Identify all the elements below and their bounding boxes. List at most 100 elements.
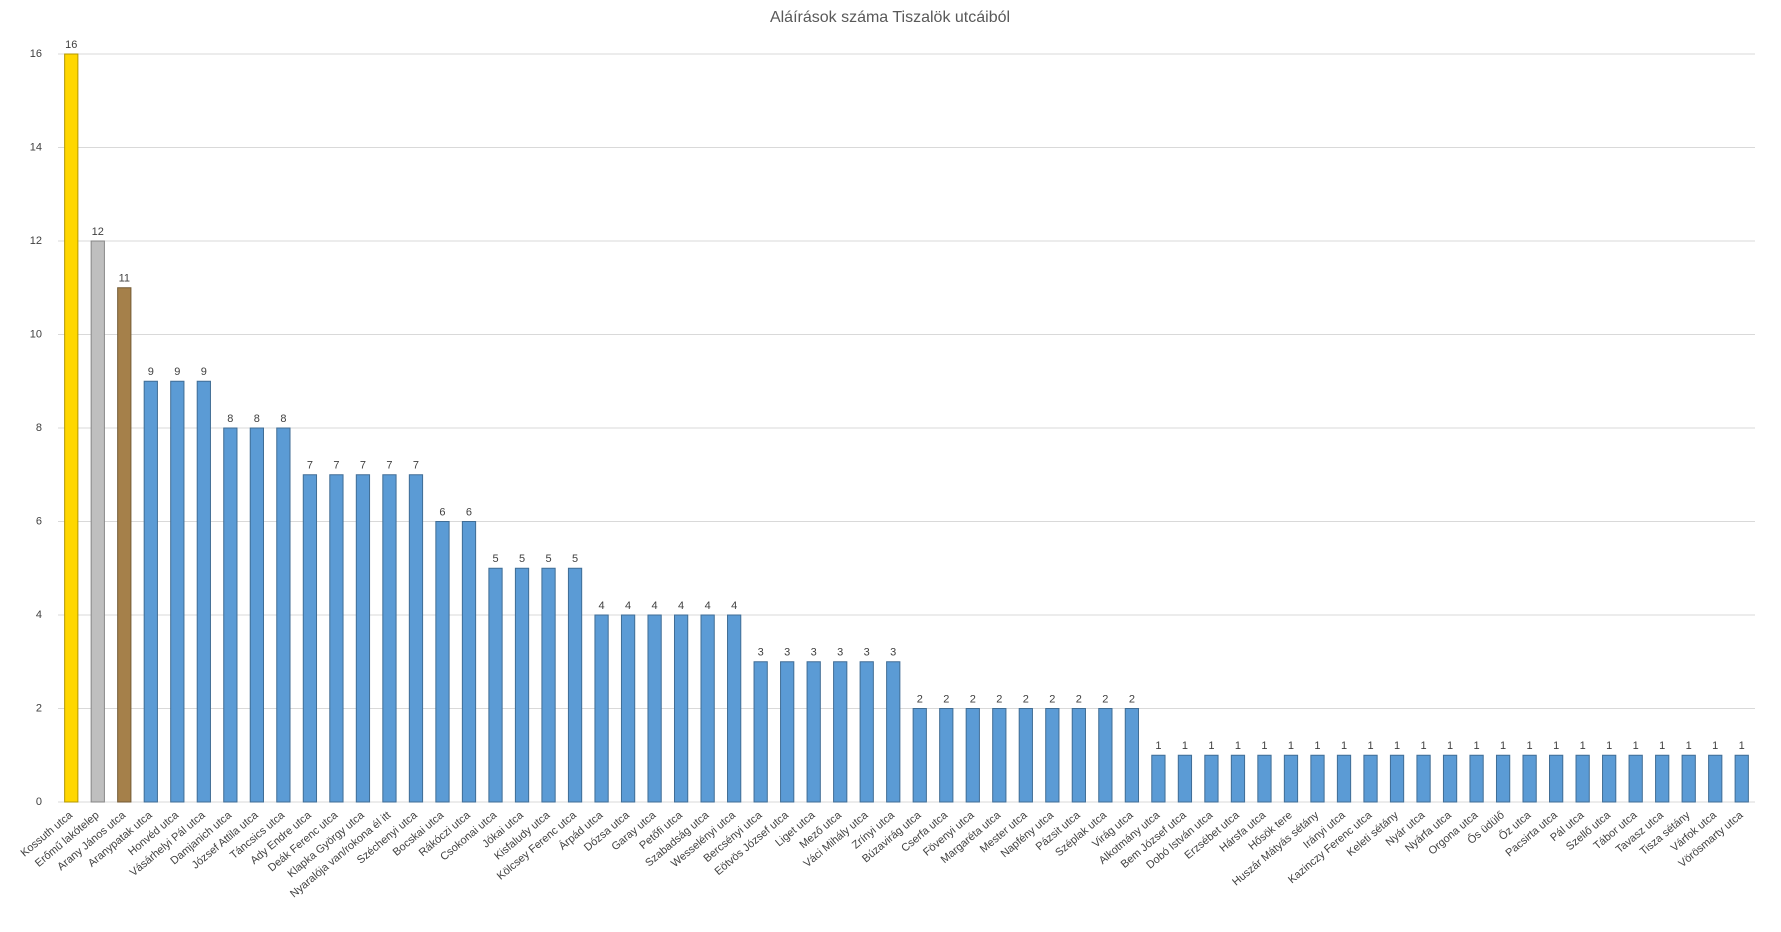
bar <box>64 53 79 803</box>
bar <box>992 708 1007 803</box>
value-label: 5 <box>519 553 525 565</box>
y-tick-label: 6 <box>36 515 42 527</box>
bar <box>1204 754 1219 803</box>
value-label: 16 <box>65 39 77 51</box>
bar <box>488 567 503 803</box>
bar <box>117 287 132 803</box>
bar <box>1230 754 1246 803</box>
value-label: 3 <box>784 647 790 659</box>
bar <box>1283 754 1299 803</box>
value-label: 1 <box>1182 740 1188 752</box>
bar <box>170 380 185 803</box>
bar <box>1734 754 1749 803</box>
value-label: 1 <box>1659 740 1665 752</box>
bar <box>647 614 662 803</box>
bar <box>355 474 371 803</box>
bar <box>1389 754 1405 803</box>
bar <box>1045 708 1060 803</box>
value-label: 9 <box>148 366 154 378</box>
value-label: 7 <box>386 460 392 472</box>
bar <box>329 474 344 803</box>
value-label: 2 <box>1023 693 1029 705</box>
y-tick-label: 0 <box>36 796 42 808</box>
value-label: 9 <box>174 366 180 378</box>
value-label: 8 <box>254 413 260 425</box>
value-label: 1 <box>1208 740 1214 752</box>
value-label: 2 <box>1076 693 1082 705</box>
value-label: 1 <box>1606 740 1612 752</box>
bar <box>753 661 768 803</box>
bar <box>408 474 424 803</box>
value-label: 1 <box>1739 740 1745 752</box>
value-label: 7 <box>413 460 419 472</box>
bar <box>1336 754 1352 803</box>
bar <box>780 661 795 803</box>
bar <box>1257 754 1272 803</box>
bar <box>223 427 238 803</box>
y-tick-label: 8 <box>36 422 42 434</box>
bar <box>939 708 954 803</box>
bar <box>1177 754 1193 803</box>
bar <box>965 708 980 803</box>
value-label: 4 <box>625 600 631 612</box>
value-label: 3 <box>811 647 817 659</box>
bar <box>1575 754 1590 803</box>
value-label: 5 <box>572 553 578 565</box>
value-label: 2 <box>970 693 976 705</box>
value-label: 2 <box>1049 693 1055 705</box>
bar <box>806 661 821 803</box>
bar <box>276 427 291 803</box>
bar <box>1416 754 1431 803</box>
y-tick-label: 4 <box>36 609 42 621</box>
value-label: 1 <box>1553 740 1559 752</box>
bar <box>1495 754 1511 803</box>
bar <box>1151 754 1166 803</box>
value-label: 5 <box>492 553 498 565</box>
bar <box>1602 754 1617 803</box>
value-label: 11 <box>119 273 130 285</box>
value-label: 2 <box>943 693 949 705</box>
value-label: 6 <box>466 506 472 518</box>
value-label: 1 <box>1367 740 1373 752</box>
value-label: 1 <box>1341 740 1347 752</box>
bar <box>567 567 583 803</box>
value-label: 1 <box>1261 740 1267 752</box>
value-label: 2 <box>1102 693 1108 705</box>
bar <box>673 614 689 803</box>
bar <box>1310 754 1325 803</box>
value-label: 3 <box>758 647 764 659</box>
bar <box>1549 754 1564 803</box>
bar <box>249 427 264 803</box>
bar <box>435 521 450 803</box>
value-label: 2 <box>996 693 1002 705</box>
value-label: 4 <box>599 600 605 612</box>
value-label: 2 <box>917 693 923 705</box>
bar <box>382 474 397 803</box>
bar <box>1708 754 1723 803</box>
bar <box>196 380 211 803</box>
value-label: 8 <box>280 413 286 425</box>
value-label: 3 <box>864 647 870 659</box>
bar <box>1681 754 1696 803</box>
value-label: 1 <box>1288 740 1294 752</box>
value-label: 1 <box>1155 740 1161 752</box>
bar <box>594 614 609 803</box>
value-label: 4 <box>731 600 737 612</box>
value-label: 1 <box>1235 740 1241 752</box>
value-label: 7 <box>307 460 313 472</box>
value-label: 1 <box>1712 740 1718 752</box>
value-label: 1 <box>1686 740 1692 752</box>
y-tick-label: 14 <box>30 141 42 153</box>
value-label: 1 <box>1420 740 1426 752</box>
value-label: 9 <box>201 366 207 378</box>
value-label: 1 <box>1314 740 1320 752</box>
bar <box>1522 754 1537 803</box>
value-label: 12 <box>92 226 104 238</box>
bar <box>514 567 530 803</box>
value-label: 4 <box>678 600 684 612</box>
chart-title: Aláírások száma Tiszalök utcáiból <box>770 9 1010 26</box>
bar <box>1018 708 1033 803</box>
value-label: 7 <box>360 460 366 472</box>
bar <box>90 240 105 803</box>
bar <box>461 521 477 803</box>
